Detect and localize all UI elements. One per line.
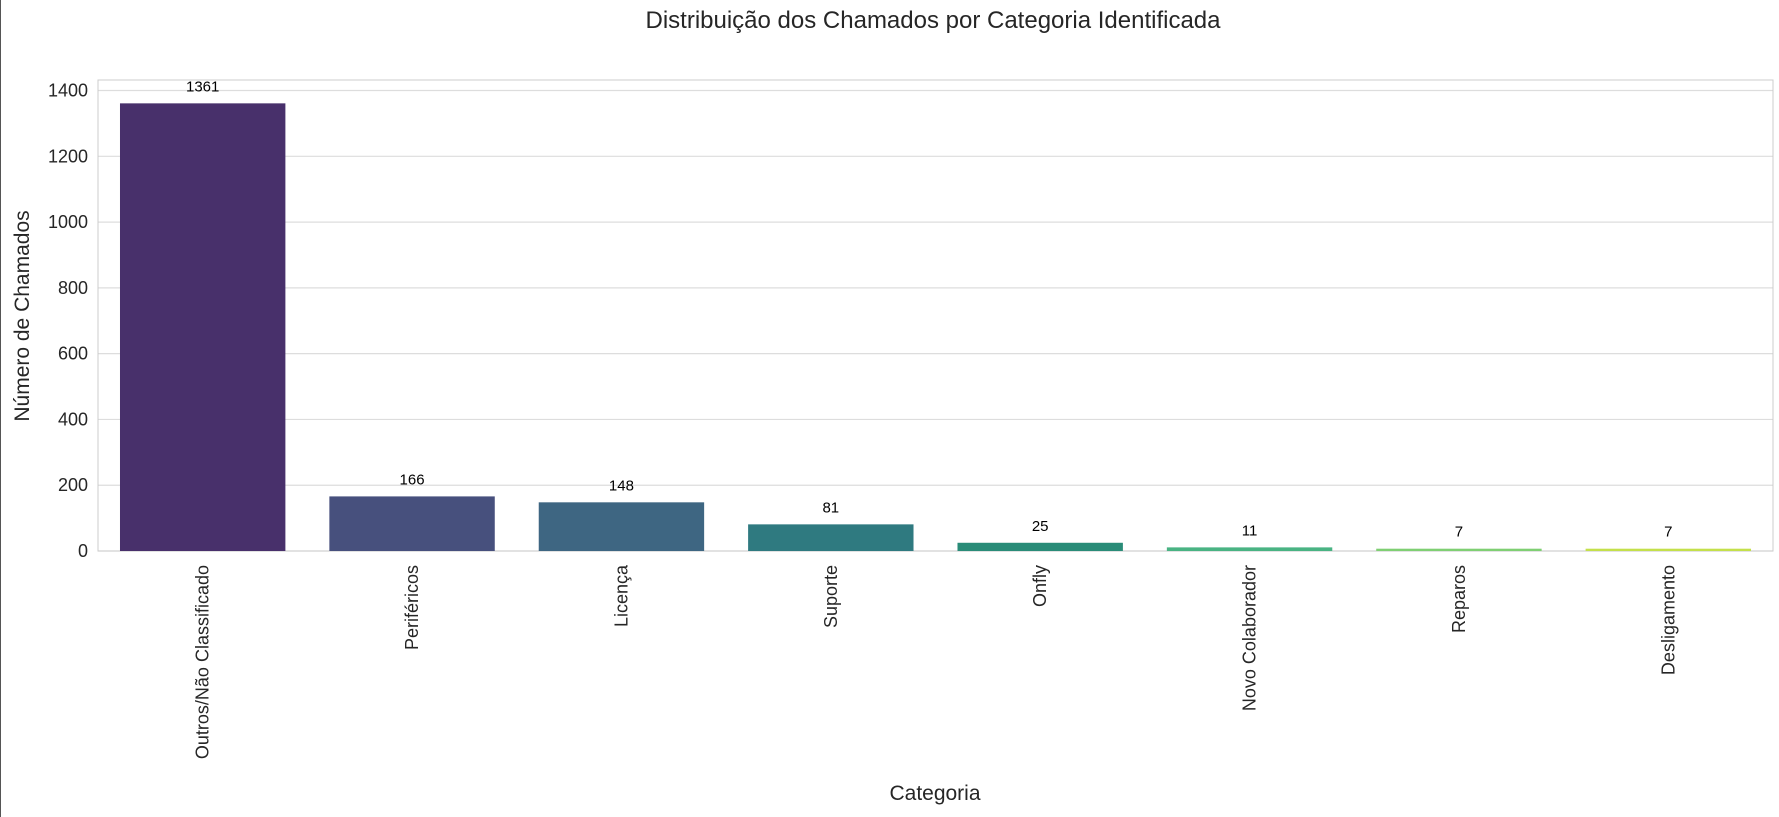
x-tick-label: Onfly — [1030, 565, 1050, 607]
x-tick-label: Outros/Não Classificado — [193, 565, 213, 759]
x-tick-label: Desligamento — [1658, 565, 1678, 675]
bar-value-label: 166 — [400, 471, 425, 488]
bar — [119, 103, 286, 551]
bar-value-label: 7 — [1664, 524, 1672, 541]
y-axis-ticks: 0 200 400 600 800 1000 1200 1400 — [48, 81, 88, 561]
y-tick-label: 1400 — [48, 81, 88, 101]
gridlines — [98, 89, 1773, 552]
bar — [329, 496, 495, 551]
bar-value-label: 25 — [1032, 518, 1049, 535]
bar — [957, 542, 1123, 551]
bar — [1166, 547, 1333, 551]
chart-title: Distribuição dos Chamados por Categoria … — [646, 7, 1222, 34]
y-tick-label: 0 — [78, 541, 88, 561]
bar — [538, 502, 705, 551]
x-axis-ticks: Outros/Não Classificado Periféricos Licenç… — [193, 564, 1679, 759]
bar-value-label: 81 — [822, 499, 839, 516]
bar — [1376, 548, 1542, 551]
y-tick-label: 800 — [58, 278, 88, 298]
bar-value-label: 11 — [1242, 522, 1258, 539]
bar-value-label: 1361 — [186, 78, 219, 95]
y-tick-label: 400 — [58, 409, 88, 429]
bar — [748, 524, 914, 551]
x-axis-label: Categoria — [889, 782, 980, 805]
x-tick-label: Suporte — [821, 565, 841, 628]
y-tick-label: 200 — [58, 475, 88, 495]
x-tick-label: Periféricos — [402, 565, 422, 650]
plot-area — [97, 79, 1774, 552]
x-tick-label: Licença — [611, 564, 631, 627]
bar — [1585, 548, 1752, 551]
bar-value-label: 148 — [609, 477, 634, 494]
y-tick-label: 1000 — [48, 212, 88, 232]
x-tick-label: Novo Colaborador — [1240, 565, 1260, 711]
y-tick-label: 600 — [58, 344, 88, 364]
bars — [119, 103, 1752, 551]
y-tick-label: 1200 — [48, 146, 88, 166]
value-labels: 1361 166 148 81 25 11 7 7 — [186, 78, 1672, 540]
bar-value-label: 7 — [1455, 524, 1463, 541]
y-axis-label: Número de Chamados — [11, 210, 34, 421]
x-tick-label: Reparos — [1449, 565, 1469, 633]
